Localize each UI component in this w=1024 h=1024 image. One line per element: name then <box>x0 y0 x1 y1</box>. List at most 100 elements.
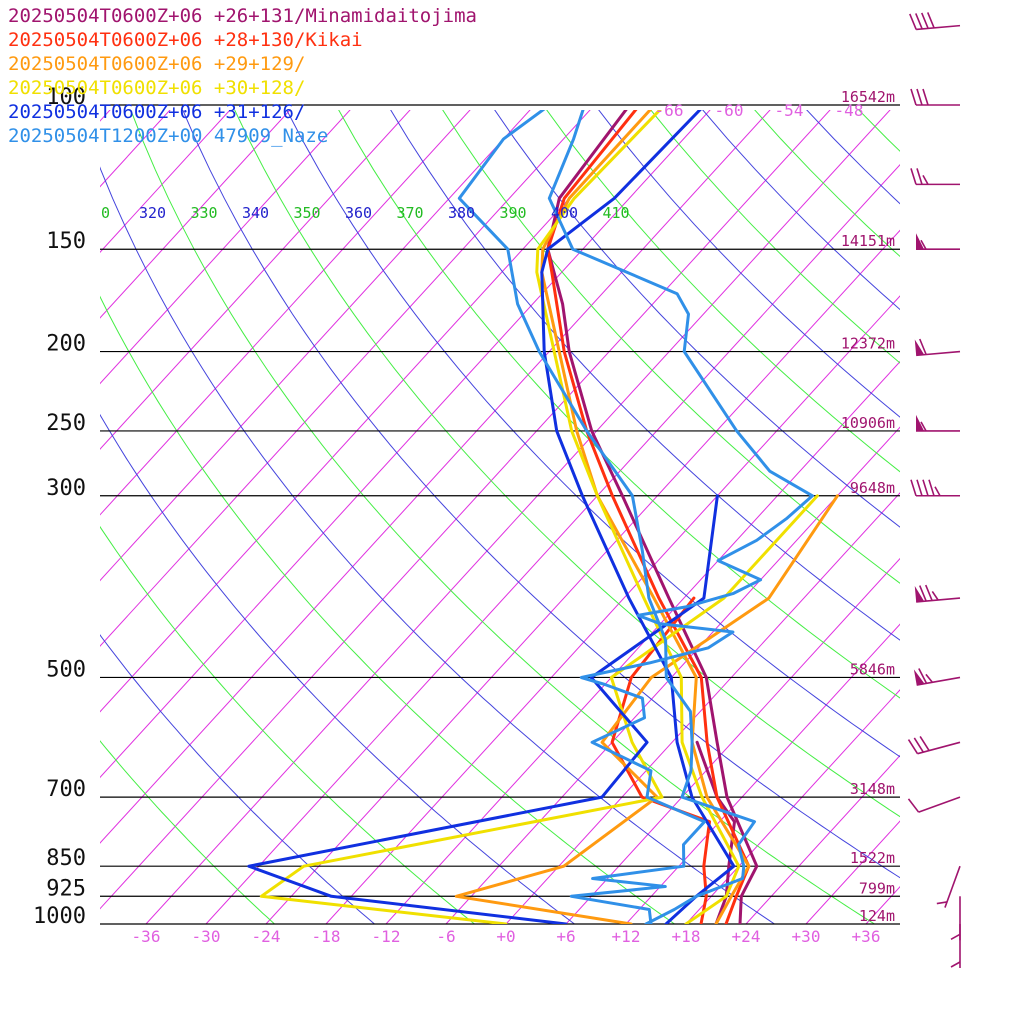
x-tick-label: +6 <box>556 927 575 946</box>
dewpoint-line <box>247 494 719 924</box>
isotherm <box>625 623 900 924</box>
wind-barb <box>914 338 961 357</box>
wind-barb <box>909 12 961 31</box>
theta-label: 380 <box>448 204 475 222</box>
x-tick-label: -24 <box>252 927 281 946</box>
wind-barb <box>950 896 961 941</box>
legend-entry: 20250504T0600Z+06 +28+130/Kikai <box>8 29 363 51</box>
height-label: 9648m <box>850 479 895 497</box>
wind-barb <box>913 668 961 686</box>
height-label: 16542m <box>841 88 895 106</box>
isotherm <box>100 110 291 319</box>
height-label: 14151m <box>841 232 895 250</box>
height-label: 124m <box>859 907 895 925</box>
wind-barb <box>910 479 960 497</box>
theta-label: 390 <box>499 204 526 222</box>
x-tick-label: +36 <box>852 927 881 946</box>
x-tick-label: -12 <box>372 927 401 946</box>
x-tick-label: -30 <box>192 927 221 946</box>
legend-entry: 20250504T0600Z+06 +29+129/ <box>8 53 306 75</box>
wind-barb <box>910 168 960 186</box>
legend-entry: 20250504T0600Z+06 +26+131/Minamidaitojim… <box>8 5 477 27</box>
x-tick-label: +18 <box>672 927 701 946</box>
wind-barb <box>914 584 961 603</box>
pressure-label: 850 <box>46 846 86 871</box>
dry-adiabat <box>920 68 1024 942</box>
pressure-label: 300 <box>46 476 86 501</box>
x-tick-label: +0 <box>496 927 515 946</box>
temperature-line <box>546 110 759 924</box>
x-tick-label: +12 <box>612 927 641 946</box>
isotherm <box>100 110 411 450</box>
height-label: 10906m <box>841 414 895 432</box>
wind-barb <box>907 735 961 755</box>
theta-label: 350 <box>293 204 320 222</box>
isotherm-label: -54 <box>775 101 804 120</box>
pressure-label: 925 <box>46 876 86 901</box>
isotherm <box>100 110 351 385</box>
pressure-label: 250 <box>46 411 86 436</box>
theta-label: 320 <box>139 204 166 222</box>
theta-label: 370 <box>396 204 423 222</box>
wind-barb <box>916 414 960 432</box>
height-label: 5846m <box>850 660 895 678</box>
pressure-label: 200 <box>46 332 86 357</box>
temperature-line <box>540 110 751 924</box>
wind-barb <box>950 924 961 968</box>
isotherm <box>0 68 29 924</box>
dry-adiabat <box>1020 68 1024 942</box>
x-tick-label: -36 <box>132 927 161 946</box>
dry-adiabat <box>100 525 476 924</box>
dewpoint-line <box>454 494 839 924</box>
dry-adiabat <box>100 413 576 924</box>
temperature-line <box>535 110 741 924</box>
pressure-label: 700 <box>46 777 86 802</box>
theta-label: 0 <box>101 204 110 222</box>
theta-label: 400 <box>551 204 578 222</box>
theta-label: 410 <box>602 204 629 222</box>
pressure-label: 150 <box>46 229 86 254</box>
height-label: 3148m <box>850 780 895 798</box>
x-tick-label: +24 <box>732 927 761 946</box>
theta-label: 330 <box>190 204 217 222</box>
pressure-label: 500 <box>46 657 86 682</box>
legend-entry: 20250504T0600Z+06 +30+128/ <box>8 77 306 99</box>
dewpoint-line <box>547 110 814 924</box>
dry-adiabat <box>598 110 900 418</box>
dry-adiabat <box>100 740 276 924</box>
isotherm-label: -60 <box>715 101 744 120</box>
x-tick-label: -6 <box>436 927 455 946</box>
theta-label: 340 <box>242 204 269 222</box>
wind-barb <box>910 88 960 106</box>
wind-barb <box>916 233 960 251</box>
dry-adiabat <box>869 68 1024 942</box>
isotherm <box>745 754 900 924</box>
height-label: 12372m <box>841 335 895 353</box>
x-tick-label: -18 <box>312 927 341 946</box>
isotherm-label: -48 <box>835 101 864 120</box>
temperature-line <box>457 110 756 924</box>
wind-barb <box>907 796 961 813</box>
pressure-label: 1000 <box>33 904 86 929</box>
legend-entry: 20250504T0600Z+06 +31+126/ <box>8 101 306 123</box>
isotherm-label: -66 <box>655 101 684 120</box>
height-label: 1522m <box>850 849 895 867</box>
height-label: 799m <box>859 879 895 897</box>
isotherm <box>100 110 231 253</box>
isotherm <box>685 689 900 924</box>
dry-adiabat <box>100 166 776 924</box>
wind-barb <box>936 865 961 908</box>
dry-adiabat <box>970 68 1024 942</box>
temperature-line <box>540 110 736 924</box>
theta-label: 360 <box>345 204 372 222</box>
dewpoint-line <box>695 740 736 924</box>
x-tick-label: +30 <box>792 927 821 946</box>
temperature-line <box>546 110 751 924</box>
dry-adiabat <box>286 110 900 758</box>
legend: 20250504T0600Z+06 +26+131/Minamidaitojim… <box>8 4 477 148</box>
dry-adiabat <box>234 110 900 818</box>
dry-adiabat <box>100 634 376 924</box>
dry-adiabat <box>806 110 900 205</box>
pressure-label: 100 <box>46 85 86 110</box>
